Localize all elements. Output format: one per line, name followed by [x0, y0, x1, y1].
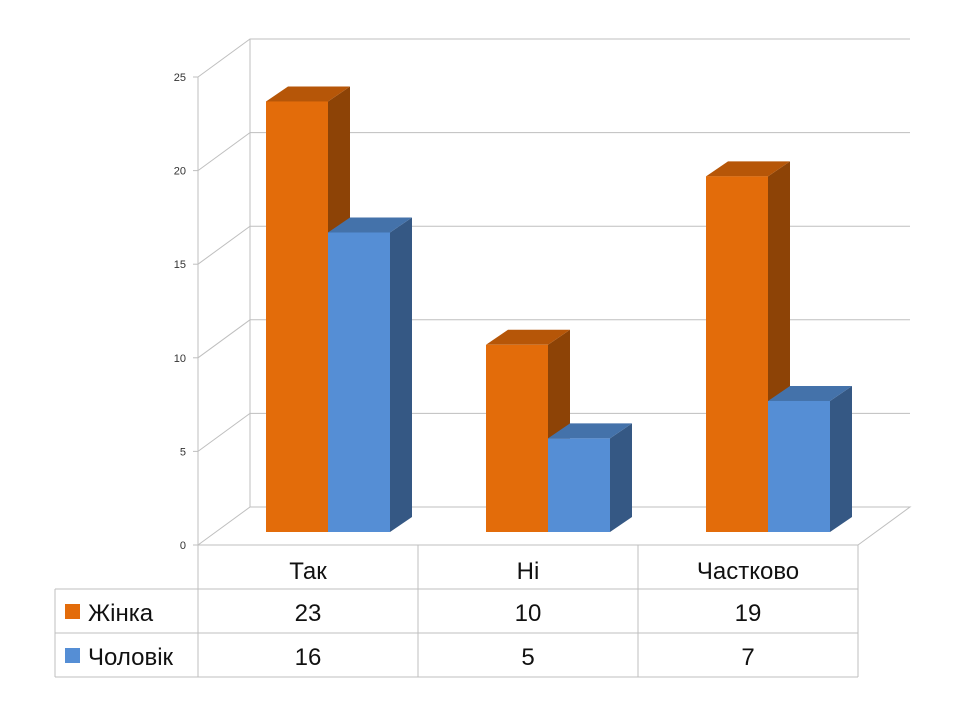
bar-front [486, 344, 548, 532]
bar-side [830, 385, 852, 532]
bar-top [768, 385, 852, 401]
legend-swatch [65, 604, 80, 619]
bar-side [610, 423, 632, 532]
bar-side [390, 217, 412, 533]
bar-top [328, 217, 412, 233]
legend-label: Жінка [88, 600, 154, 627]
gridline [197, 132, 910, 172]
legend-label: Чоловік [88, 644, 174, 671]
table-cell-value: 23 [295, 600, 322, 627]
y-tick-label: 5 [180, 446, 186, 458]
y-axis-ticks: 0 5 10 15 20 25 [174, 72, 198, 552]
bars [266, 86, 852, 533]
bar [328, 217, 412, 533]
table-cell-value: 7 [741, 644, 754, 671]
table-cell-value: 5 [521, 644, 534, 671]
legend-swatch [65, 648, 80, 663]
gridline [197, 319, 910, 359]
table-cell-value: 10 [515, 600, 542, 627]
table-cell-value: 16 [295, 644, 322, 671]
bar-front [768, 400, 830, 532]
gridline [197, 38, 910, 78]
bar [548, 423, 632, 532]
bar-top [266, 86, 350, 102]
y-tick-label: 25 [174, 72, 186, 84]
bar-top [486, 329, 570, 345]
bar-top [706, 161, 790, 177]
bar-front [706, 176, 768, 532]
category-label: Ні [517, 558, 540, 585]
bar-top [548, 423, 632, 439]
data-table: Так Ні Частково Жінка 23 10 19 Чоловік 16 5 7 [54, 544, 859, 678]
bar-front [266, 101, 328, 532]
category-label: Частково [697, 558, 799, 585]
y-tick-label: 15 [174, 259, 186, 271]
gridline [197, 412, 910, 452]
gridline [197, 225, 910, 265]
category-label: Так [289, 558, 327, 585]
y-tick-label: 10 [174, 353, 186, 365]
gridlines [197, 38, 910, 452]
y-tick-label: 20 [174, 166, 186, 178]
table-cell-value: 19 [735, 600, 762, 627]
y-tick-label: 0 [180, 540, 186, 552]
bar-front [328, 232, 390, 533]
bar [768, 385, 852, 532]
bar-front [548, 438, 610, 532]
